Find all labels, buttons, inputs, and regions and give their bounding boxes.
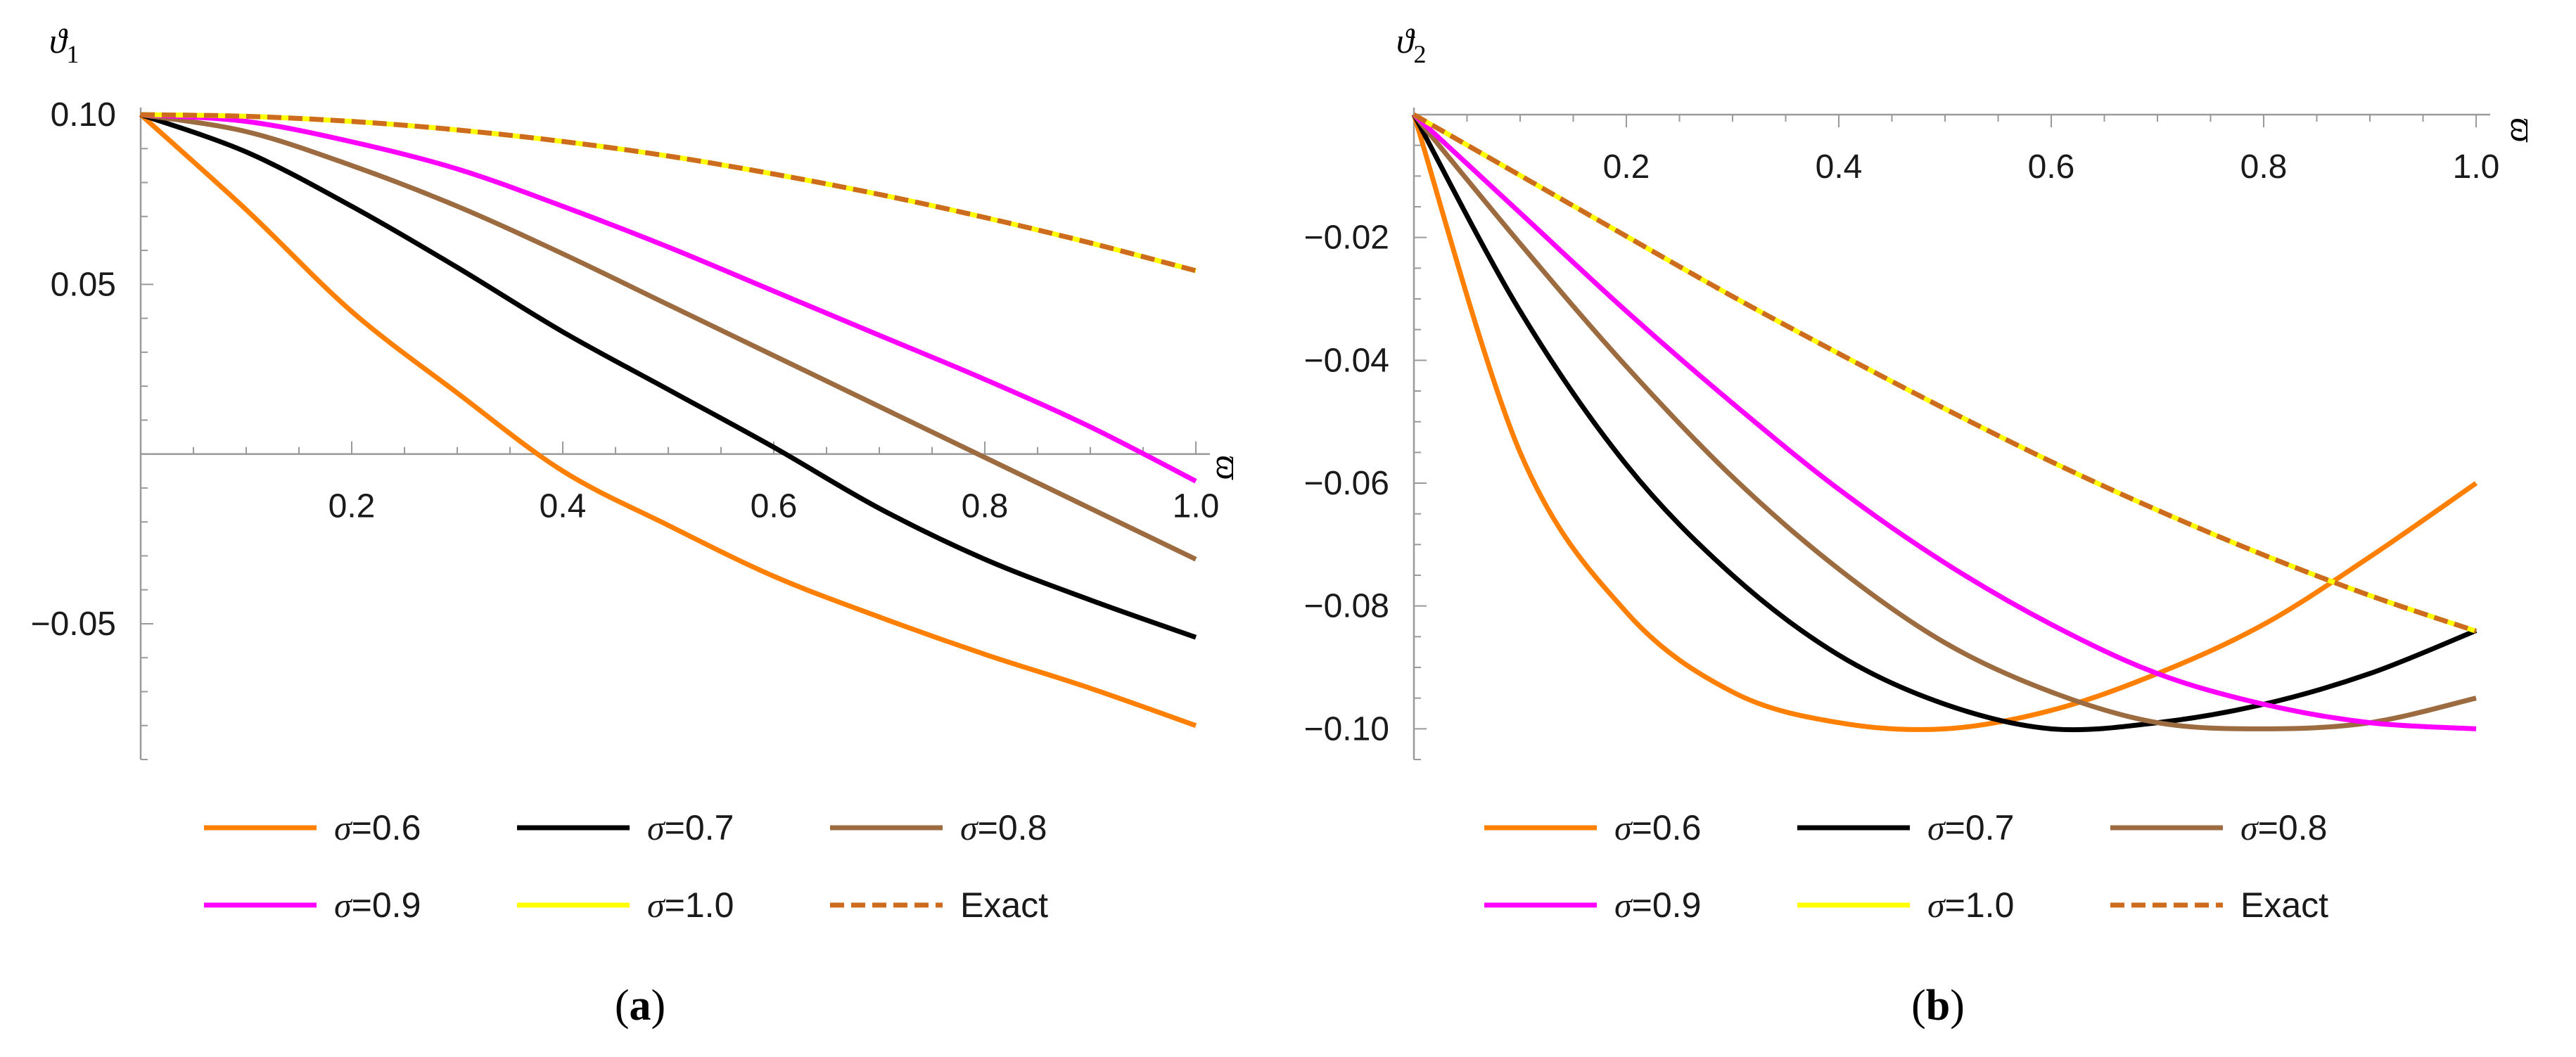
series-line-3 bbox=[140, 112, 1197, 484]
legend-label: σ=0.8 bbox=[960, 808, 1047, 847]
series-line-1 bbox=[1411, 113, 2478, 733]
y-tick-label: −0.02 bbox=[1304, 219, 1389, 257]
x-tick-label: 0.4 bbox=[540, 488, 587, 525]
y-tick-label: −0.06 bbox=[1304, 465, 1389, 502]
x-tick-label: 0.8 bbox=[962, 488, 1009, 525]
x-tick-label: 0.2 bbox=[1603, 148, 1650, 186]
series-line-2 bbox=[1412, 113, 2477, 731]
x-tick-label: 0.4 bbox=[1816, 148, 1863, 186]
series-line-5 bbox=[1413, 112, 2478, 634]
legend-label: σ=0.7 bbox=[1927, 808, 2014, 847]
legend: σ=0.6 σ=0.7 σ=0.8 σ=0.9 σ=1.0 Exact bbox=[204, 808, 1048, 925]
legend-label: σ=1.0 bbox=[1927, 885, 2014, 925]
series-line-4 bbox=[1413, 112, 2478, 634]
legend-label: Exact bbox=[2240, 885, 2328, 925]
x-tick-label: 0.2 bbox=[329, 488, 376, 525]
x-tick-label: 0.6 bbox=[2028, 148, 2075, 186]
legend-label: Exact bbox=[960, 885, 1048, 925]
y-tick-label: −0.10 bbox=[1304, 710, 1389, 748]
series-line-5 bbox=[140, 112, 1197, 274]
y-tick-label: −0.08 bbox=[1304, 588, 1389, 625]
y-axis-label: ϑ1 bbox=[49, 21, 79, 68]
legend-label: σ=0.9 bbox=[1614, 885, 1701, 925]
legend-label: σ=0.6 bbox=[1614, 808, 1701, 847]
series-line-2 bbox=[140, 112, 1197, 562]
legend-label: σ=0.9 bbox=[334, 885, 421, 925]
y-tick-label: −0.05 bbox=[31, 606, 116, 643]
y-tick-label: −0.04 bbox=[1304, 342, 1389, 379]
x-tick-label: 1.0 bbox=[2453, 148, 2500, 186]
x-tick-label: 1.0 bbox=[1173, 488, 1220, 525]
legend-label: σ=1.0 bbox=[647, 885, 734, 925]
series-line-1 bbox=[139, 112, 1197, 640]
legend: σ=0.6 σ=0.7 σ=0.8 σ=0.9 σ=1.0 Exact bbox=[1484, 808, 2328, 925]
legend-label: σ=0.7 bbox=[647, 808, 734, 847]
y-tick-label: 0.05 bbox=[51, 266, 116, 303]
series-line-0 bbox=[139, 113, 1197, 729]
chart-panel-2: 0.2 0.4 0.6 0.8 1.0 −0.02 −0.04 −0.06 −0.08 −0.10… bbox=[1304, 21, 2543, 1030]
y-axis-label: ϑ2 bbox=[1396, 21, 1427, 68]
series-line-0 bbox=[1411, 113, 2478, 732]
x-tick-label: 0.8 bbox=[2240, 148, 2288, 186]
x-axis-label: ϖ bbox=[1209, 455, 1249, 480]
legend-label: σ=0.6 bbox=[334, 808, 421, 847]
panel-caption: (a) bbox=[615, 982, 665, 1030]
x-tick-label: 0.6 bbox=[751, 488, 798, 525]
y-tick-label: 0.10 bbox=[51, 96, 116, 134]
x-axis-label: ϖ bbox=[2504, 117, 2543, 143]
panel-caption: (b) bbox=[1911, 982, 1965, 1030]
series-line-3 bbox=[1412, 113, 2477, 731]
legend-label: σ=0.8 bbox=[2240, 808, 2327, 847]
